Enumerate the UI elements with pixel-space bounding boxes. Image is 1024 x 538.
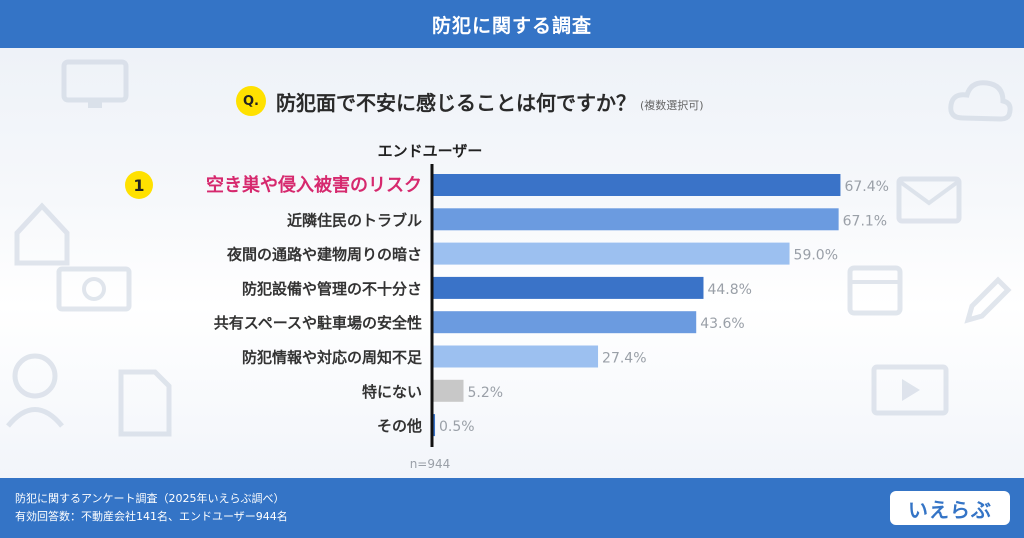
category-label: 防犯設備や管理の不十分さ [242,280,422,298]
question-heading: Q. 防犯面で不安に感じることは何ですか？ (複数選択可) [236,86,704,116]
value-label: 43.6% [700,316,744,332]
category-label: 防犯情報や対応の周知不足 [242,349,423,367]
bar [432,276,704,299]
money-icon [56,266,132,312]
category-label: 空き巣や侵入被害のリスク [206,174,422,196]
document-icon [118,369,172,437]
value-label: 5.2% [468,385,504,401]
pencil-icon [964,276,1012,324]
value-label: 44.8% [707,282,751,298]
question-badge: Q. [236,86,266,116]
footer-source: 防犯に関するアンケート調査（2025年いえらぶ調べ） [15,492,285,505]
header-bar: 防犯に関する調査 [0,0,1024,48]
brand-logo: いえらぶ [890,491,1010,525]
envelope-icon [896,176,962,224]
page-title: 防犯に関する調査 [431,14,592,37]
bar [432,174,841,196]
question-note: (複数選択可) [640,99,704,112]
value-label: 67.1% [843,213,887,229]
footer-respondents: 有効回答数：不動産会社141名、エンドユーザー944名 [15,510,288,523]
category-label: 特にない [362,383,422,401]
value-label: 59.0% [794,248,838,264]
value-label: 27.4% [602,351,646,367]
house-icon [14,202,70,266]
sample-size: n=944 [410,457,451,471]
cloud-icon [948,80,1013,122]
rank-badge-label: 1 [133,176,144,195]
category-label: 近隣住民のトラブル [287,211,422,229]
value-label: 67.4% [844,179,888,195]
person-icon [6,353,64,428]
bar [432,345,599,368]
bar [432,414,436,437]
group-label: エンドユーザー [378,142,483,160]
bar [432,311,697,334]
calendar-icon [847,265,903,316]
bar [432,208,839,231]
category-label: 夜間の通路や建物周りの暗さ [226,246,422,264]
bar [432,242,790,265]
question-text: 防犯面で不安に感じることは何ですか？ [276,90,636,115]
bar [432,379,464,402]
monitor-icon [61,59,129,108]
category-label: その他 [377,417,422,435]
rank-badge [125,171,153,199]
video-icon [871,364,949,416]
footer-bar: 防犯に関するアンケート調査（2025年いえらぶ調べ） 有効回答数：不動産会社14… [0,478,1024,538]
category-label: 共有スペースや駐車場の安全性 [214,314,422,332]
value-label: 0.5% [439,419,475,435]
